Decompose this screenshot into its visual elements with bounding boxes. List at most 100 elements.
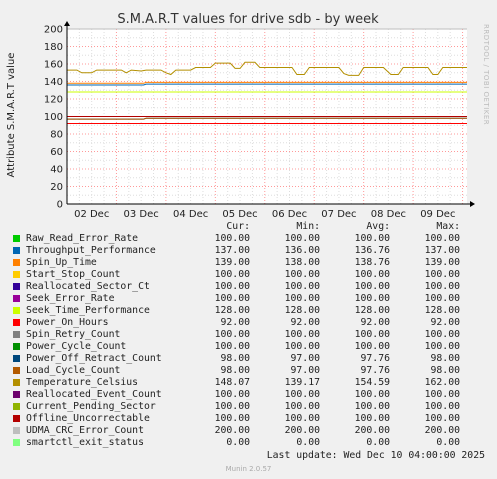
legend-cur: 100.00 bbox=[214, 329, 250, 340]
legend-min: 92.00 bbox=[290, 317, 321, 328]
legend-swatch-cell bbox=[12, 413, 26, 425]
legend-avg: 100.00 bbox=[354, 329, 390, 340]
legend-swatch-cell bbox=[12, 293, 26, 305]
legend-row: Spin_Up_Time 139.00 138.00 138.76 139.00 bbox=[12, 257, 460, 269]
legend-swatch bbox=[13, 246, 20, 254]
legend-max: 100.00 bbox=[424, 293, 460, 304]
legend-min: 100.00 bbox=[284, 401, 320, 412]
legend-series-name: Power_On_Hours bbox=[26, 317, 109, 328]
legend-series-name: UDMA_CRC_Error_Count bbox=[26, 425, 144, 436]
legend-swatch bbox=[13, 378, 20, 386]
legend-swatch-cell bbox=[12, 269, 26, 281]
legend-max: 139.00 bbox=[424, 257, 460, 268]
legend-swatch bbox=[13, 270, 20, 278]
legend-row: Power_Cycle_Count 100.00 100.00 100.00 100.0… bbox=[12, 341, 460, 353]
legend-row: Current_Pending_Sector 100.00 100.00 100.00… bbox=[12, 401, 460, 413]
legend-swatch bbox=[13, 438, 20, 446]
rrdtool-credit: RRDTOOL / TOBI OETIKER bbox=[482, 24, 490, 125]
legend-swatch-cell bbox=[12, 317, 26, 329]
x-tick-label: 07 Dec bbox=[321, 209, 356, 220]
legend-series-name: Seek_Time_Performance bbox=[26, 305, 150, 316]
legend-row: Power_On_Hours 92.00 92.00 92.00 92.00 bbox=[12, 317, 460, 329]
legend-cur: 0.00 bbox=[226, 437, 250, 448]
x-tick-label: 02 Dec bbox=[74, 209, 109, 220]
last-update: Last update: Wed Dec 10 04:00:00 2025 bbox=[266, 450, 485, 461]
chart-canvas: S.M.A.R.T values for drive sdb - by week… bbox=[6, 12, 490, 220]
legend-max: 0.00 bbox=[436, 437, 460, 448]
legend-series-name: Start_Stop_Count bbox=[26, 269, 121, 280]
legend-series-name: smartctl_exit_status bbox=[26, 437, 144, 448]
legend-avg: 100.00 bbox=[354, 281, 390, 292]
legend-max: 100.00 bbox=[424, 413, 460, 424]
legend-max: 98.00 bbox=[430, 353, 461, 364]
legend-swatch bbox=[13, 390, 20, 398]
legend-avg: 138.76 bbox=[354, 257, 390, 268]
series-line-load-cycle-count bbox=[67, 117, 467, 120]
y-tick-label: 0 bbox=[57, 200, 63, 211]
legend-row: Seek_Error_Rate 100.00 100.00 100.00 100.00 bbox=[12, 293, 460, 305]
legend-cur: 100.00 bbox=[214, 293, 250, 304]
legend-series-name: Throughput_Performance bbox=[26, 245, 156, 256]
legend-cur: 100.00 bbox=[214, 401, 250, 412]
legend-min: 100.00 bbox=[284, 293, 320, 304]
y-tick-label: 200 bbox=[44, 25, 63, 36]
legend-series-name: Spin_Up_Time bbox=[26, 257, 97, 268]
legend-swatch-cell bbox=[12, 437, 26, 449]
legend-row: UDMA_CRC_Error_Count 200.00 200.00 200.00 20… bbox=[12, 425, 460, 437]
legend-swatch bbox=[13, 282, 20, 290]
legend-row: Throughput_Performance 137.00 136.00 136.76… bbox=[12, 245, 460, 257]
legend-min: 0.00 bbox=[296, 437, 320, 448]
legend-swatch bbox=[13, 402, 20, 410]
legend-avg: 92.00 bbox=[360, 317, 391, 328]
legend-header-row: Cur: Min: Avg: Max: bbox=[12, 221, 460, 233]
legend-cur: 148.07 bbox=[214, 377, 250, 388]
legend-table: Cur: Min: Avg: Max: Raw_Read_Error_Rate 1… bbox=[12, 221, 460, 449]
legend-max: 100.00 bbox=[424, 389, 460, 400]
legend-avg: 100.00 bbox=[354, 401, 390, 412]
legend-max: 100.00 bbox=[424, 401, 460, 412]
legend-swatch bbox=[13, 318, 20, 326]
y-tick-label: 180 bbox=[44, 42, 63, 53]
legend-row: Reallocated_Sector_Ct 100.00 100.00 100.00 1… bbox=[12, 281, 460, 293]
y-axis-label: Attribute S.M.A.R.T value bbox=[6, 53, 17, 178]
legend-max: 200.00 bbox=[424, 425, 460, 436]
legend-cur: 98.00 bbox=[220, 365, 251, 376]
legend-swatch-cell bbox=[12, 341, 26, 353]
munin-version: Munin 2.0.57 bbox=[225, 465, 272, 473]
legend-swatch bbox=[13, 366, 20, 374]
legend-swatch-cell bbox=[12, 245, 26, 257]
legend-series-name: Load_Cycle_Count bbox=[26, 365, 121, 376]
header-cur: Cur: bbox=[226, 221, 250, 232]
x-tick-label: 08 Dec bbox=[371, 209, 406, 220]
legend-series-name: Reallocated_Event_Count bbox=[26, 389, 162, 400]
y-tick-label: 40 bbox=[50, 165, 63, 176]
legend-min: 100.00 bbox=[284, 233, 320, 244]
legend-min: 100.00 bbox=[284, 269, 320, 280]
legend-avg: 200.00 bbox=[354, 425, 390, 436]
legend-row: smartctl_exit_status 0.00 0.00 0.00 0.00 bbox=[12, 437, 460, 449]
series-line-throughput-performance bbox=[67, 83, 467, 86]
legend-row: Reallocated_Event_Count 100.00 100.00 100.0… bbox=[12, 389, 460, 401]
legend-avg: 154.59 bbox=[354, 377, 390, 388]
legend-row: Power_Off_Retract_Count 98.00 97.00 97.76 98… bbox=[12, 353, 460, 365]
legend-row: Start_Stop_Count 100.00 100.00 100.00 100.00 bbox=[12, 269, 460, 281]
legend-cur: 139.00 bbox=[214, 257, 250, 268]
legend-row: Seek_Time_Performance 128.00 128.00 128.00 1… bbox=[12, 305, 460, 317]
legend-max: 92.00 bbox=[430, 317, 461, 328]
legend-cur: 200.00 bbox=[214, 425, 250, 436]
legend-min: 100.00 bbox=[284, 329, 320, 340]
legend-cur: 98.00 bbox=[220, 353, 251, 364]
x-axis-arrow-icon bbox=[470, 201, 475, 207]
legend-min: 100.00 bbox=[284, 413, 320, 424]
legend-swatch-cell bbox=[12, 365, 26, 377]
legend-swatch bbox=[13, 234, 20, 242]
legend-swatch bbox=[13, 330, 20, 338]
y-tick-label: 100 bbox=[44, 112, 63, 123]
legend-min: 97.00 bbox=[290, 353, 321, 364]
legend-cur: 100.00 bbox=[214, 281, 250, 292]
x-tick-label: 04 Dec bbox=[173, 209, 208, 220]
legend-avg: 100.00 bbox=[354, 413, 390, 424]
legend-avg: 100.00 bbox=[354, 233, 390, 244]
legend-swatch-cell bbox=[12, 353, 26, 365]
legend-series-name: Reallocated_Sector_Ct bbox=[26, 281, 150, 292]
